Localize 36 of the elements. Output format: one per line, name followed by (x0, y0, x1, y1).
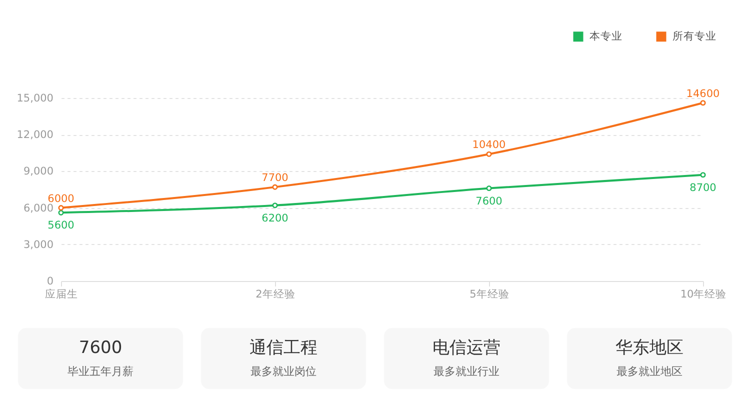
point (272, 184, 278, 190)
y-tick-label: 3,000 (23, 238, 54, 251)
y-tick-label: 0 (46, 276, 54, 288)
y-tick-label: 6,000 (23, 202, 54, 214)
data-label: 8700 (690, 182, 716, 194)
data-label: 6000 (48, 192, 74, 205)
text: 毕业五年月薪 (68, 365, 134, 378)
x-tick-label: 5年经验 (470, 288, 510, 300)
point (700, 172, 706, 178)
point (58, 205, 64, 211)
text: 电信运营 (432, 338, 500, 358)
data-label: 5600 (48, 220, 74, 232)
text: 华东地区 (616, 338, 684, 358)
point (272, 202, 278, 208)
point (700, 100, 706, 106)
text: 最多就业岗位 (250, 365, 316, 378)
data-label: 10400 (472, 139, 506, 152)
x-tick-label: 应届生 (45, 288, 78, 300)
legend-label: 所有专业 (672, 30, 716, 43)
data-label: 6200 (262, 212, 288, 224)
point (486, 186, 492, 192)
data-label: 7600 (476, 195, 502, 208)
x-tick-label: 10年经验 (680, 288, 727, 300)
text: 通信工程 (250, 338, 318, 358)
y-tick-label: 9,000 (23, 166, 54, 178)
x-tick-label: 2年经验 (256, 288, 296, 300)
y-tick-label: 12,000 (16, 129, 54, 142)
point (58, 210, 64, 216)
text: 7600 (78, 338, 122, 358)
data-label: 7700 (262, 172, 288, 184)
point (486, 151, 492, 157)
text: 最多就业行业 (434, 365, 500, 378)
text: 最多就业地区 (616, 365, 682, 378)
legend-label: 本专业 (590, 30, 622, 43)
y-tick-label: 15,000 (16, 92, 54, 104)
data-label: 14600 (686, 88, 720, 100)
